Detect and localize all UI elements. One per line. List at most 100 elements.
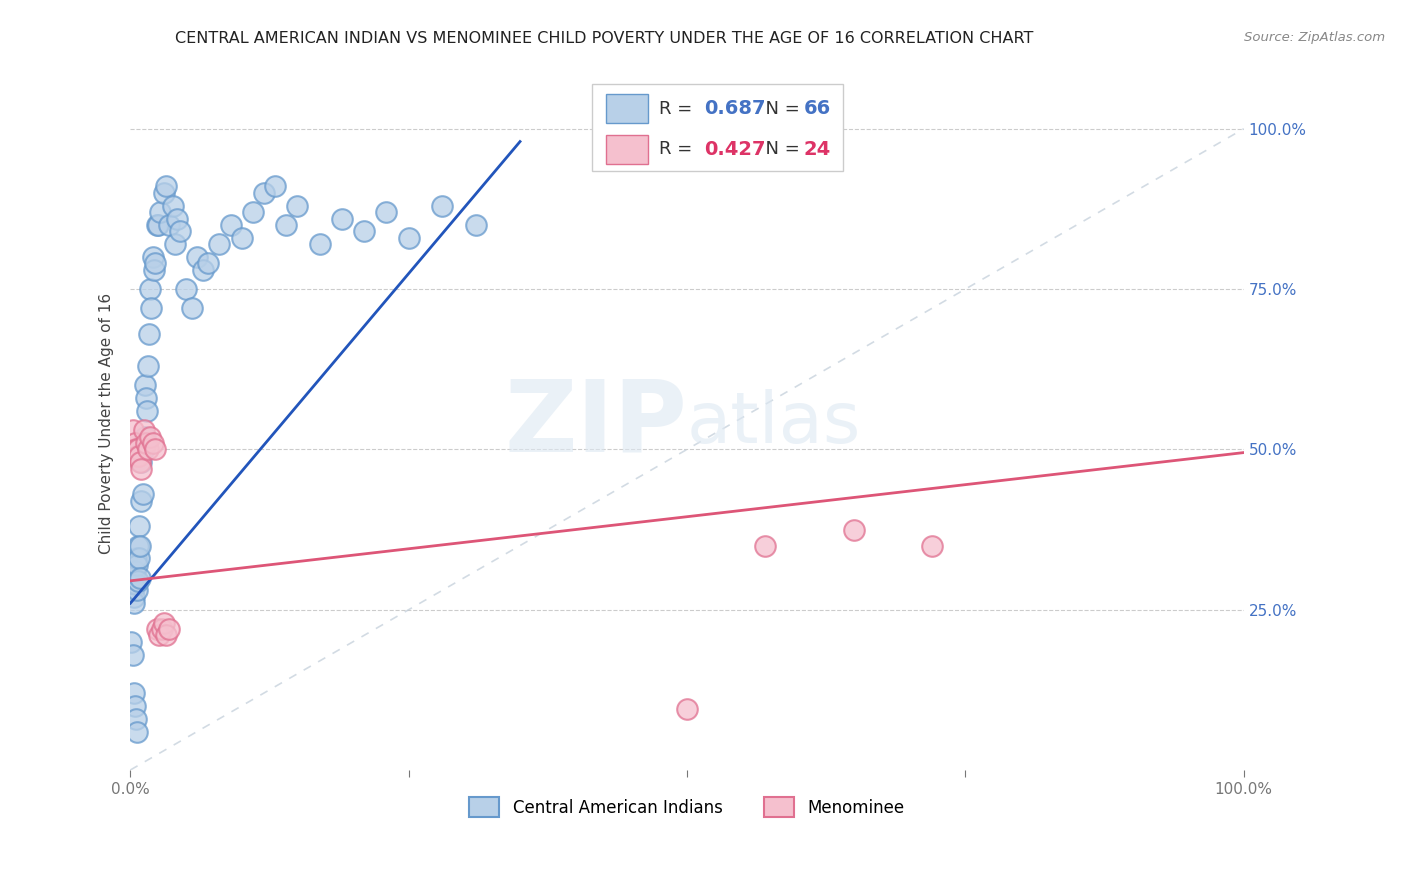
Point: [125, 442, 148, 457]
Point: [124, 564, 146, 578]
Point: [127, 574, 149, 588]
Point: [149, 205, 172, 219]
Point: [136, 442, 159, 457]
Point: [308, 237, 330, 252]
Point: [134, 429, 156, 443]
Point: [125, 551, 148, 566]
Point: [330, 211, 353, 226]
Point: [127, 442, 149, 457]
Point: [139, 282, 162, 296]
Y-axis label: Child Poverty Under the Age of 16: Child Poverty Under the Age of 16: [100, 293, 114, 554]
Text: Source: ZipAtlas.com: Source: ZipAtlas.com: [1244, 31, 1385, 45]
Point: [430, 199, 453, 213]
Point: [125, 724, 148, 739]
Point: [143, 256, 166, 270]
Point: [166, 211, 188, 226]
Point: [375, 205, 398, 219]
Point: [186, 250, 208, 264]
Point: [676, 702, 699, 716]
Point: [136, 404, 159, 418]
Point: [276, 218, 298, 232]
Point: [131, 455, 153, 469]
Point: [191, 262, 214, 277]
Point: [155, 179, 177, 194]
Point: [754, 539, 776, 553]
Point: [125, 583, 148, 598]
FancyBboxPatch shape: [606, 94, 648, 123]
Point: [120, 634, 142, 648]
Point: [208, 237, 231, 252]
Point: [146, 218, 169, 232]
Point: [146, 218, 169, 232]
Point: [162, 199, 184, 213]
Point: [134, 378, 156, 392]
Point: [180, 301, 202, 316]
Text: R =: R =: [659, 140, 699, 158]
Point: [921, 539, 943, 553]
Text: 0.427: 0.427: [704, 140, 765, 159]
Point: [129, 539, 152, 553]
Point: [131, 493, 153, 508]
Point: [128, 449, 150, 463]
Point: [142, 262, 165, 277]
Text: N =: N =: [754, 140, 806, 158]
Point: [125, 712, 148, 726]
Point: [125, 558, 148, 572]
Point: [120, 571, 142, 585]
Point: [132, 423, 155, 437]
Point: [169, 224, 191, 238]
Point: [121, 648, 143, 662]
Point: [157, 622, 180, 636]
Point: [197, 256, 219, 270]
Point: [157, 218, 180, 232]
Point: [163, 237, 186, 252]
Text: 0.687: 0.687: [704, 99, 765, 118]
Point: [131, 487, 153, 501]
Point: [124, 698, 146, 713]
Point: [122, 686, 145, 700]
Point: [146, 622, 169, 636]
Text: 66: 66: [804, 99, 831, 118]
Point: [152, 615, 174, 630]
Point: [128, 519, 150, 533]
Text: N =: N =: [754, 100, 806, 118]
Text: R =: R =: [659, 100, 699, 118]
Text: 24: 24: [804, 140, 831, 159]
Point: [150, 622, 173, 636]
Point: [131, 461, 153, 475]
Point: [842, 523, 865, 537]
Point: [155, 628, 177, 642]
Point: [125, 577, 148, 591]
Point: [128, 551, 150, 566]
Point: [174, 282, 197, 296]
Point: [135, 436, 157, 450]
Point: [253, 186, 276, 200]
Point: [464, 218, 486, 232]
Point: [143, 442, 166, 457]
Point: [129, 571, 152, 585]
Point: [122, 590, 145, 604]
Point: [132, 442, 155, 457]
Text: atlas: atlas: [688, 389, 862, 458]
Point: [124, 436, 146, 450]
Point: [127, 539, 149, 553]
Point: [264, 179, 287, 194]
FancyBboxPatch shape: [592, 85, 844, 171]
Point: [121, 423, 143, 437]
FancyBboxPatch shape: [606, 135, 648, 164]
Point: [138, 326, 160, 341]
Point: [231, 231, 253, 245]
Point: [398, 231, 420, 245]
Point: [121, 583, 143, 598]
Point: [135, 391, 157, 405]
Point: [142, 436, 165, 450]
Point: [122, 596, 145, 610]
Text: ZIP: ZIP: [505, 376, 688, 472]
Point: [152, 186, 174, 200]
Point: [285, 199, 308, 213]
Point: [142, 250, 165, 264]
Point: [242, 205, 264, 219]
Legend: Central American Indians, Menominee: Central American Indians, Menominee: [463, 790, 911, 824]
Point: [139, 429, 162, 443]
Text: CENTRAL AMERICAN INDIAN VS MENOMINEE CHILD POVERTY UNDER THE AGE OF 16 CORRELATI: CENTRAL AMERICAN INDIAN VS MENOMINEE CHI…: [176, 31, 1033, 46]
